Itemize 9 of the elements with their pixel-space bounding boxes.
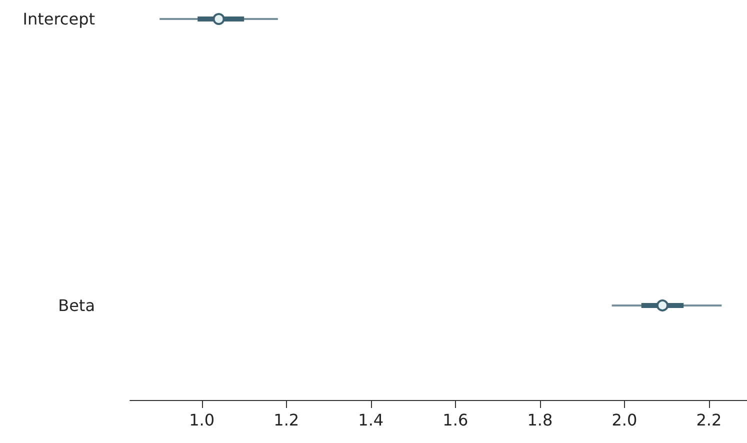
x-tick-label: 1.2	[274, 410, 300, 430]
y-tick-label: Beta	[58, 296, 95, 315]
x-tick-label: 1.0	[189, 410, 215, 430]
x-tick-label: 1.8	[527, 410, 553, 430]
y-tick-label: Intercept	[22, 10, 95, 28]
x-tick-label: 2.2	[696, 410, 722, 430]
x-tick-label: 1.4	[358, 410, 384, 430]
x-tick-label: 1.6	[442, 410, 468, 430]
x-tick-label: 2.0	[612, 410, 638, 430]
